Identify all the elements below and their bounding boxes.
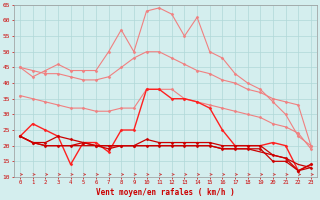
X-axis label: Vent moyen/en rafales ( km/h ): Vent moyen/en rafales ( km/h ): [96, 188, 235, 197]
